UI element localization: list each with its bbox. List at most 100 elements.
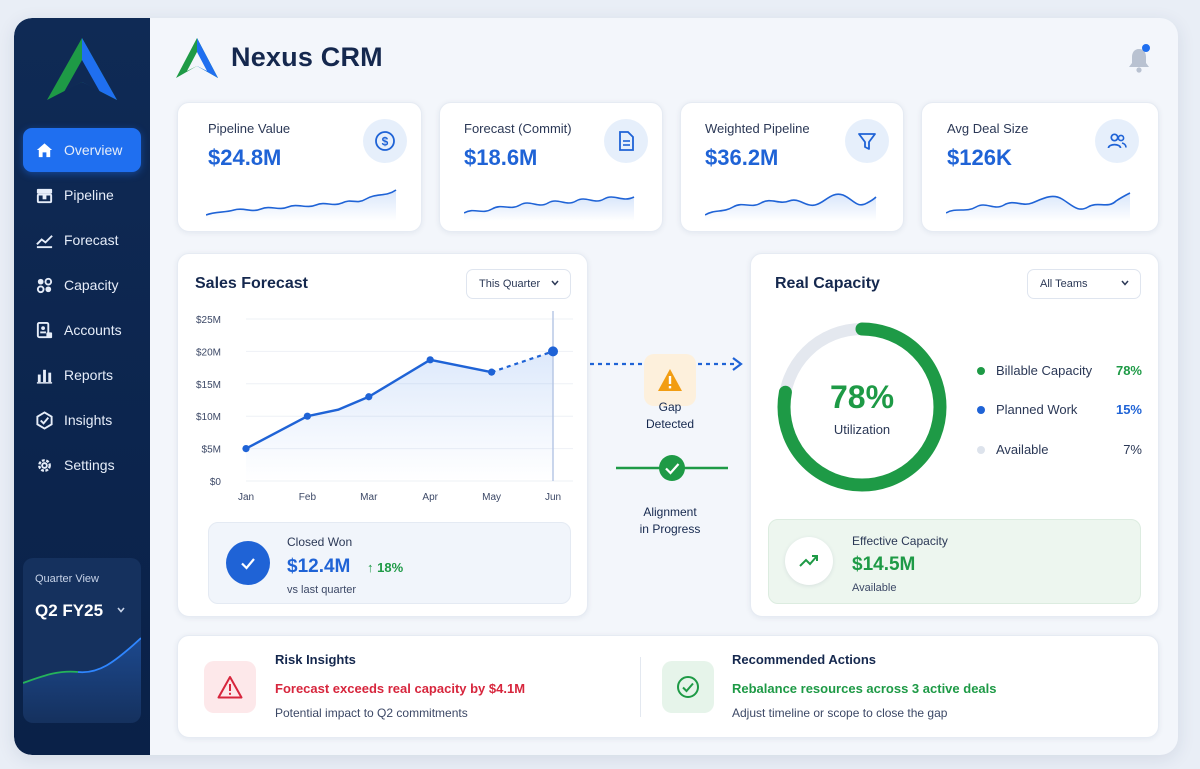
- funnel-icon: [845, 119, 889, 163]
- sales-forecast-title: Sales Forecast: [195, 275, 308, 292]
- insights-divider: [640, 657, 641, 717]
- gap-detected-label: Gap Detected: [620, 399, 720, 433]
- kpi-card-avg-deal-size[interactable]: Avg Deal Size $126K: [921, 102, 1159, 232]
- forecast-data-point: [365, 393, 373, 401]
- kpi-card-weighted-pipeline[interactable]: Weighted Pipeline $36.2M: [680, 102, 904, 232]
- effective-capacity-sub: Available: [852, 582, 897, 594]
- x-tick-label: Jan: [238, 492, 254, 503]
- quarter-view-label: Quarter View: [35, 573, 99, 585]
- recommended-action-message[interactable]: Rebalance resources across 3 active deal…: [732, 681, 997, 696]
- sidebar-item-overview[interactable]: Overview: [23, 128, 141, 172]
- y-tick-label: $25M: [196, 315, 221, 326]
- forecast-data-point: [488, 368, 496, 376]
- teams-dropdown[interactable]: All Teams: [1027, 269, 1141, 299]
- kpi-sparkline: [946, 192, 1131, 221]
- risk-insights-title: Risk Insights: [275, 652, 356, 667]
- sidebar-item-pipeline[interactable]: Pipeline: [23, 173, 141, 217]
- real-capacity-title: Real Capacity: [775, 275, 880, 292]
- y-tick-label: $15M: [196, 380, 221, 391]
- legend-dot: [977, 445, 985, 454]
- chevron-down-icon: [117, 607, 125, 613]
- kpi-label: Avg Deal Size: [947, 121, 1029, 136]
- legend-label: Available: [996, 442, 1049, 457]
- forecast-data-point: [303, 412, 311, 420]
- gap-label-line-2: Detected: [645, 417, 695, 431]
- check-circle-icon: [677, 676, 699, 698]
- period-dropdown-value: This Quarter: [479, 278, 541, 290]
- legend-value: 78%: [1115, 363, 1142, 378]
- notification-bell-icon[interactable]: [1126, 46, 1152, 74]
- legend-value: 15%: [1115, 402, 1142, 417]
- kpi-sparkline: [206, 189, 397, 221]
- check-circle-icon: [226, 541, 270, 585]
- sidebar-item-capacity[interactable]: Capacity: [23, 263, 141, 307]
- utilization-arc: [777, 322, 947, 492]
- forecast-data-point: [548, 346, 558, 357]
- sidebar-item-accounts[interactable]: Accounts: [23, 308, 141, 352]
- sidebar-item-insights[interactable]: Insights: [23, 398, 141, 442]
- legend-dot: [977, 366, 985, 375]
- legend-item-available: Available: [977, 442, 1049, 457]
- recommended-actions-title: Recommended Actions: [732, 652, 876, 667]
- kpi-label: Weighted Pipeline: [705, 121, 810, 136]
- forecast-line-actual: [245, 358, 492, 450]
- sidebar-item-label: Insights: [64, 412, 113, 428]
- recommended-action-sub: Adjust timeline or scope to close the ga…: [732, 706, 948, 720]
- kpi-value: $18.6M: [464, 145, 538, 170]
- kpi-card-forecast-commit[interactable]: Forecast (Commit) $18.6M: [439, 102, 663, 232]
- legend-label: Billable Capacity: [996, 363, 1093, 378]
- period-dropdown[interactable]: This Quarter: [466, 269, 571, 299]
- sales-forecast-card: Sales Forecast This Quarter $0 $5M $10M $15…: [177, 253, 588, 617]
- sales-forecast-chart: $0 $5M $10M $15M $20M $25M Jan Feb Mar Apr May Jun: [196, 311, 573, 503]
- sidebar: Overview Pipeline Forecast Capacity Acco…: [14, 18, 150, 755]
- y-tick-label: $20M: [196, 347, 221, 358]
- kpi-value: $36.2M: [705, 145, 779, 170]
- kpi-value: $24.8M: [208, 145, 282, 170]
- kpi-card-pipeline-value[interactable]: Pipeline Value $24.8M $: [177, 102, 422, 232]
- x-tick-label: Feb: [299, 492, 317, 503]
- closed-won-panel: Closed Won $12.4M ↑ 18% vs last quarter: [208, 522, 571, 604]
- chevron-down-icon: [551, 280, 559, 286]
- sidebar-item-label: Capacity: [64, 277, 119, 293]
- quarter-view-value: Q2 FY25: [35, 601, 104, 620]
- sidebar-item-label: Accounts: [64, 322, 122, 338]
- x-tick-label: Apr: [422, 492, 438, 503]
- sidebar-item-settings[interactable]: Settings: [23, 443, 141, 487]
- gap-connector-arrow: [590, 357, 743, 371]
- capacity-icon: [34, 275, 54, 295]
- nexus-logo-icon: [47, 38, 117, 100]
- risk-insight-message[interactable]: Forecast exceeds real capacity by $4.1M: [275, 681, 526, 696]
- closed-won-label: Closed Won: [287, 535, 353, 549]
- kpi-label: Forecast (Commit): [464, 121, 572, 136]
- x-tick-label: May: [482, 492, 501, 503]
- gap-warning-badge: [644, 354, 696, 406]
- quarter-view-selector[interactable]: Quarter View Q2 FY25: [23, 558, 141, 723]
- y-tick-label: $10M: [196, 412, 221, 423]
- forecast-area: [246, 351, 553, 481]
- alignment-progress-indicator: [616, 455, 728, 481]
- y-tick-label: $5M: [202, 445, 221, 456]
- legend-dot: [977, 405, 985, 414]
- sidebar-nav: Overview Pipeline Forecast Capacity Acco…: [23, 128, 141, 488]
- legend-label: Planned Work: [996, 402, 1078, 417]
- chevron-down-icon: [1121, 280, 1129, 286]
- capacity-legend: Billable Capacity 78% Planned Work 15% A…: [977, 254, 1142, 514]
- sidebar-item-label: Pipeline: [64, 187, 114, 203]
- closed-won-delta-value: 18%: [377, 560, 404, 575]
- arrow-up-icon: ↑: [367, 560, 378, 575]
- risk-insight-sub: Potential impact to Q2 commitments: [275, 706, 468, 720]
- alignment-label-line-2: in Progress: [639, 522, 701, 536]
- closed-won-delta: ↑ 18%: [367, 560, 403, 575]
- dollar-icon: $: [363, 119, 407, 163]
- gap-label-line-1: Gap: [658, 400, 682, 414]
- sidebar-item-label: Forecast: [64, 232, 119, 248]
- sidebar-item-forecast[interactable]: Forecast: [23, 218, 141, 262]
- warning-triangle-icon: [658, 369, 682, 391]
- trending-up-icon: [785, 537, 833, 585]
- bar-chart-icon: [34, 365, 54, 385]
- utilization-label: Utilization: [833, 422, 891, 437]
- risk-warning-badge: [204, 661, 256, 713]
- sidebar-item-reports[interactable]: Reports: [23, 353, 141, 397]
- actions-check-badge: [662, 661, 714, 713]
- kpi-value: $126K: [947, 145, 1012, 170]
